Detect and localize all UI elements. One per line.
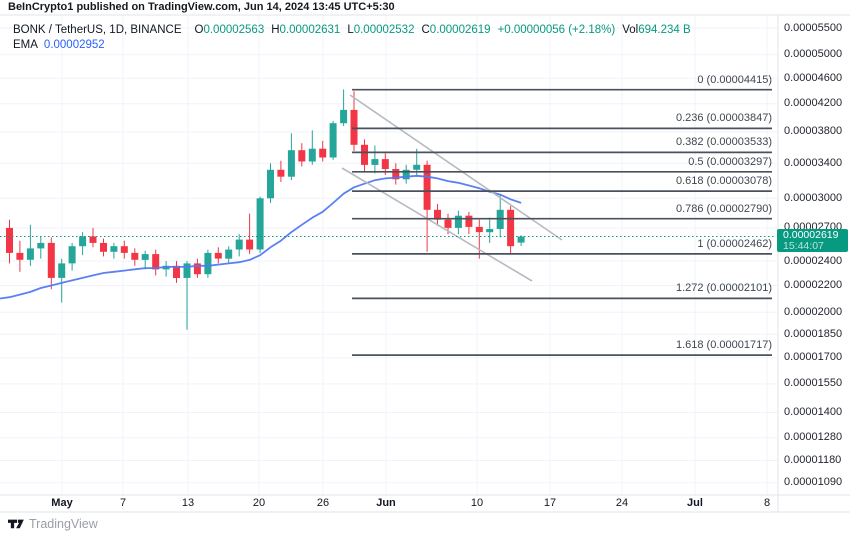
time-axis[interactable]: May 7 13 20 26 Jun 10 17 24 Jul 8 [0,496,850,512]
price-tick-label: 0.00004200 [784,97,843,110]
current-price-badge: 0.00002619 15:44:07 [777,229,848,252]
tradingview-logo-icon [8,519,24,528]
time-tick-label: 17 [543,497,557,509]
legend-close: C0.00002619 [421,24,491,36]
price-tick-label: 0.00005500 [784,21,843,34]
price-tick-label: 0.00003000 [784,191,843,204]
price-tick-label: 0.00002400 [784,254,843,267]
price-tick-label: 0.00005000 [784,48,843,61]
time-tick-label: Jun [376,497,396,509]
time-tick-label: 26 [316,497,330,509]
price-tick-label: 0.00002200 [784,279,843,291]
fib-level-label: 0.382 (0.00003533) [675,136,772,149]
chart-legend: BONK / TetherUS, 1D, BINANCE O0.00002563… [13,23,691,53]
symbol-legend-row[interactable]: BONK / TetherUS, 1D, BINANCE O0.00002563… [13,23,691,38]
fib-level-label: 0.786 (0.00002790) [675,202,772,215]
time-tick-label: 10 [470,497,484,509]
fib-level-label: 0.618 (0.00003078) [675,175,772,188]
legend-open: O0.00002563 [194,24,265,36]
time-tick-label: 13 [181,497,195,509]
price-tick-label: 0.00001550 [784,377,843,390]
time-tick-label: 7 [119,497,127,509]
price-tick-label: 0.00004600 [784,71,843,84]
time-tick-label: Jul [687,497,703,509]
time-tick-label: May [51,497,73,509]
price-tick-label: 0.00002000 [784,305,843,318]
time-tick-label: 24 [615,497,629,509]
legend-volume: Vol694.234 B [622,24,691,36]
time-tick-label: 20 [252,497,266,509]
price-tick-label: 0.00001850 [784,327,843,340]
price-tick-label: 0.00001180 [784,454,842,466]
ema-legend-row[interactable]: EMA 0.00002952 [13,38,691,53]
legend-low: L0.00002532 [347,24,415,36]
symbol-title: BONK / TetherUS, 1D, BINANCE [13,24,182,36]
price-axis[interactable]: 0.00005500 0.00005000 0.00004600 0.00004200… [779,15,850,512]
price-tick-label: 0.00001400 [784,406,843,418]
fib-level-label: 0.236 (0.00003847) [675,112,772,125]
fib-level-label: 1 (0.00002462) [697,237,772,250]
price-tick-label: 0.00001280 [784,431,843,444]
fib-level-label: 0 (0.00004415) [697,73,772,86]
legend-high: H0.00002631 [271,24,341,36]
watermark-text: TradingView [29,517,98,531]
ema-value: 0.00002952 [43,39,105,51]
ema-label: EMA [13,39,38,51]
price-tick-label: 0.00003800 [784,125,843,138]
price-tick-label: 0.00001700 [784,351,843,364]
fib-level-label: 0.5 (0.00003297) [688,155,772,168]
tradingview-watermark-link[interactable]: TradingView [8,517,98,531]
fib-level-label: 1.272 (0.00002101) [675,282,772,295]
current-price-value: 0.00002619 [783,229,839,241]
bar-close-countdown: 15:44:07 [783,240,824,252]
time-tick-label: 8 [763,497,771,509]
legend-change: +0.00000056 (+2.18%) [497,24,616,36]
price-tick-label: 0.00003400 [784,156,843,169]
fib-level-label: 1.618 (0.00001717) [675,339,772,352]
attribution-text: BeInCrypto1 published on TradingView.com… [8,1,395,13]
price-tick-label: 0.00001090 [784,476,843,489]
